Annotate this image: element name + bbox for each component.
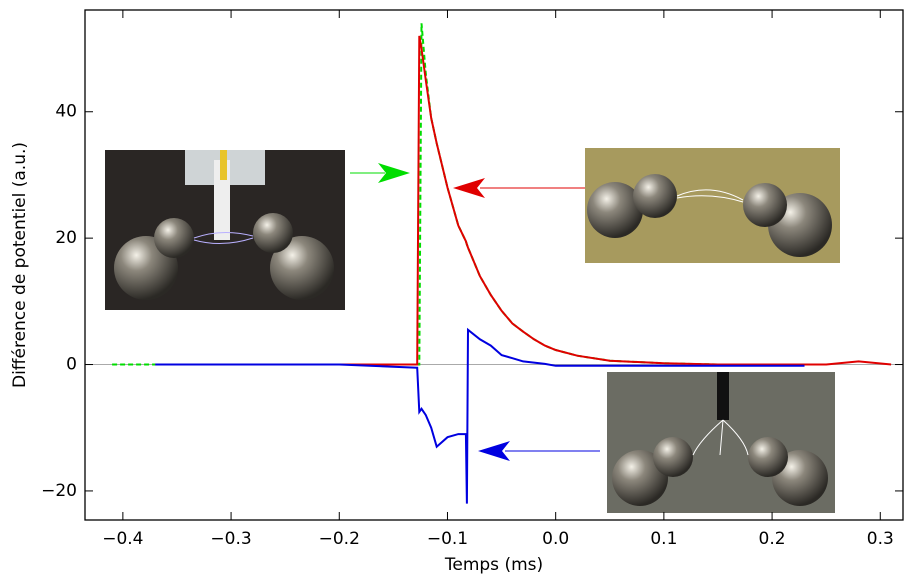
y-tick-label: 0 [66, 355, 77, 375]
x-tick-label: −0.2 [319, 529, 360, 549]
x-tick-label: −0.3 [210, 529, 251, 549]
y-tick-label: −20 [41, 481, 77, 501]
plot-area [85, 23, 903, 504]
series-line [155, 35, 892, 366]
x-tick-label: −0.4 [102, 529, 143, 549]
x-tick-label: −0.1 [427, 529, 468, 549]
plot-frame [84, 9, 904, 521]
x-tick-label: 0.0 [542, 529, 569, 549]
x-axis-label: Temps (ms) [444, 555, 543, 575]
x-tick-label: 0.1 [650, 529, 677, 549]
series-line [112, 23, 773, 366]
photo-top-right [585, 148, 840, 263]
y-axis-label: Différence de potentiel (a.u.) [10, 142, 30, 388]
x-tick-label: 0.2 [759, 529, 786, 549]
x-tick-label: 0.3 [867, 529, 894, 549]
series-line [155, 327, 805, 504]
arrows [350, 163, 600, 461]
y-tick-label: 40 [55, 102, 77, 122]
photo-bottom-right [607, 372, 835, 513]
y-tick-label: 20 [55, 228, 77, 248]
photo-left [105, 150, 345, 310]
